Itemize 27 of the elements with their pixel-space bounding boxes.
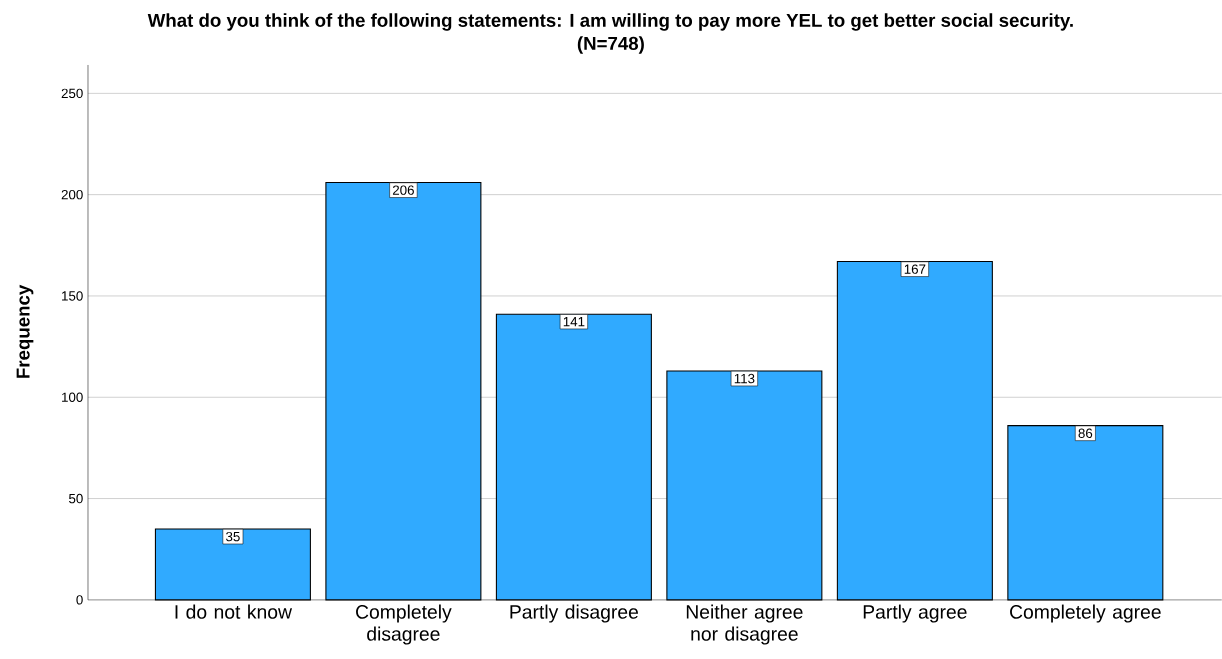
y-tick-label: 100	[62, 392, 83, 403]
y-tick-label: 150	[62, 291, 83, 301]
x-tick-label: Partly agree	[863, 604, 967, 623]
x-tick-label: Completely disagree	[356, 604, 452, 645]
data-label: 113	[734, 373, 755, 384]
data-label: 167	[904, 264, 926, 274]
chart-title: What do you think of the following statements: I am willing to pay more YEL to get better social security.	[147, 13, 1073, 31]
bar	[666, 370, 823, 601]
y-tick-label: 200	[61, 190, 83, 200]
bar	[836, 261, 993, 601]
bar	[325, 182, 482, 601]
y-axis-title: Frequency	[16, 284, 34, 378]
bar	[1007, 425, 1164, 601]
data-label: 35	[226, 531, 240, 542]
x-tick-label: Completely agree	[1010, 604, 1161, 623]
y-tick-label: 0	[76, 595, 83, 605]
data-label: 141	[563, 317, 585, 327]
data-label: 206	[392, 185, 414, 195]
bar	[495, 313, 652, 601]
x-tick-label: Partly disagree	[510, 604, 638, 623]
x-tick-label: Neither agree nor disagree	[686, 604, 803, 645]
y-tick-label: 50	[69, 493, 83, 504]
data-label: 86	[1078, 428, 1093, 439]
chart-subtitle: (N=748)	[577, 36, 644, 54]
y-tick-label: 250	[61, 88, 83, 99]
x-tick-label: I do not know	[175, 604, 293, 619]
bar	[154, 528, 311, 601]
